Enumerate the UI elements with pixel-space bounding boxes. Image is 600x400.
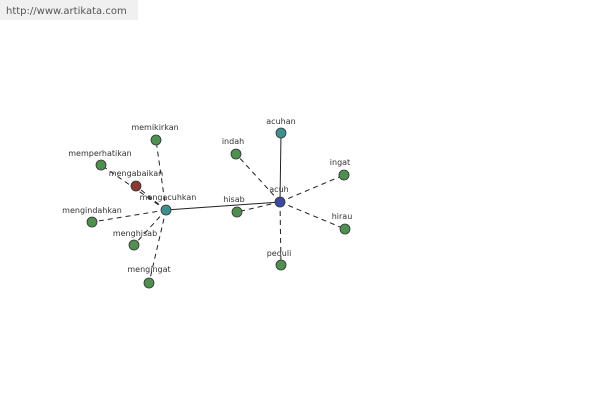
node-label: hisab [223,195,244,204]
node-label: indah [222,137,244,146]
node [274,196,286,208]
node [130,180,142,192]
node [231,206,243,218]
node [150,134,162,146]
node-label: menghisab [113,229,157,238]
node-label: ingat [330,158,350,167]
edge [279,174,345,203]
edge [155,139,167,211]
node [95,159,107,171]
labels: acuh mengacuhkan memikirkan memperhatika… [62,117,352,274]
node-label: memikirkan [131,123,178,132]
url-bar [0,0,138,20]
node [338,169,350,181]
node [160,204,172,216]
node-label: acuhan [266,117,295,126]
edge [279,132,282,203]
edge [279,201,282,266]
edge [236,201,281,213]
edge [133,209,167,246]
node [275,127,287,139]
nodes [86,127,351,289]
edge [279,201,346,230]
edge [135,185,167,211]
node-label: mengacuhkan [140,193,197,202]
edge [235,153,281,203]
node-label: acuh [269,185,288,194]
node-label: peduli [267,249,292,258]
edges [91,132,346,284]
node [230,148,242,160]
node [275,259,287,271]
node [339,223,351,235]
edge [148,209,167,284]
node [128,239,140,251]
node-label: mengingat [127,265,170,274]
node-label: hirau [332,212,353,221]
edge [165,201,281,211]
edge [91,209,167,223]
node-label: mengabaikan [109,169,163,178]
node [143,277,155,289]
node [86,216,98,228]
url: http://www.artikata.com [6,6,127,17]
node-label: mengindahkan [62,206,122,215]
node-label: memperhatikan [68,149,131,158]
